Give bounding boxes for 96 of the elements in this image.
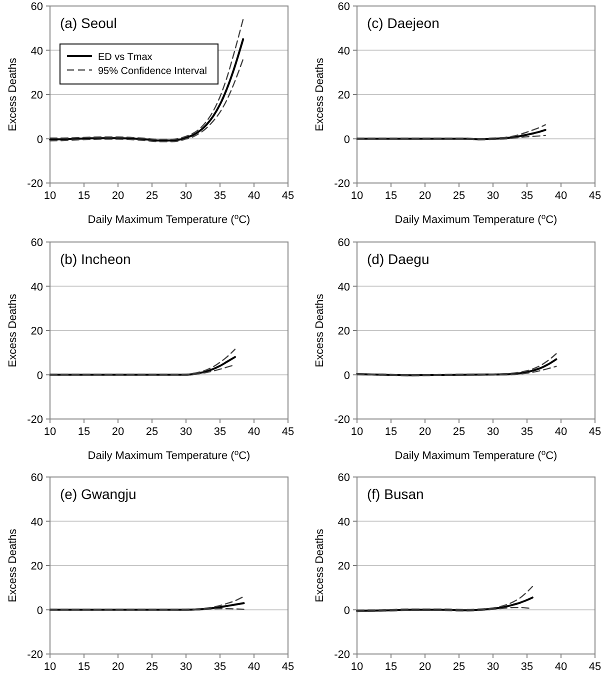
x-tick-label: 30 xyxy=(180,190,192,202)
text: (b) Incheon xyxy=(60,251,131,267)
x-tick-label: 30 xyxy=(180,426,192,438)
x-tick-label: 40 xyxy=(248,190,260,202)
y-tick-label: 40 xyxy=(338,281,350,294)
x-tick-label: 30 xyxy=(486,661,500,673)
x-tick-label: 20 xyxy=(112,661,124,673)
y-axis-title: Excess Deaths xyxy=(7,528,19,602)
x-tick-label: 15 xyxy=(384,661,398,673)
y-tick-label: 20 xyxy=(338,560,350,572)
x-tick-label: 45 xyxy=(588,190,602,202)
x-tick-label: 45 xyxy=(282,661,294,673)
x-tick-label: 25 xyxy=(146,661,158,673)
y-tick-label: 20 xyxy=(30,560,43,572)
y-tick-label: 0 xyxy=(344,604,350,617)
x-tick-label: 40 xyxy=(554,190,568,202)
y-tick-label: 40 xyxy=(338,45,350,58)
x-tick-label: 40 xyxy=(554,661,568,673)
y-axis-title: Excess Deaths xyxy=(7,57,19,132)
x-tick-label: 20 xyxy=(418,661,432,673)
y-tick-label: 0 xyxy=(36,134,43,146)
x-tick-label: 20 xyxy=(112,190,124,202)
y-tick-label: 0 xyxy=(36,604,43,617)
y-tick-label: -20 xyxy=(334,178,350,190)
y-tick-label: 20 xyxy=(338,90,350,102)
x-tick-label: 40 xyxy=(248,426,260,438)
x-tick-label: 10 xyxy=(44,661,56,673)
x-tick-label: 15 xyxy=(78,661,90,673)
text: (c) Daejeon xyxy=(367,15,440,31)
x-axis-title: Daily Maximum Temperature ($^{o}$C) xyxy=(394,212,558,226)
x-tick-label: 30 xyxy=(486,190,500,202)
x-tick-label: 10 xyxy=(350,190,364,202)
x-tick-label: 25 xyxy=(452,190,466,202)
y-tick-label: 60 xyxy=(338,237,350,249)
x-tick-label: 10 xyxy=(44,190,56,202)
x-tick-label: 30 xyxy=(180,661,192,673)
x-tick-label: 45 xyxy=(588,426,602,438)
x-tick-label: 35 xyxy=(214,426,226,438)
y-tick-label: 0 xyxy=(344,134,350,146)
x-tick-label: 45 xyxy=(282,190,294,202)
x-tick-label: 35 xyxy=(520,190,534,202)
x-tick-label: 30 xyxy=(486,426,500,438)
text: (f) Busan xyxy=(367,486,424,502)
y-tick-label: 20 xyxy=(30,326,43,338)
y-tick-label: -20 xyxy=(27,649,43,661)
x-axis-title: Daily Maximum Temperature ($^{o}$C) xyxy=(88,448,250,462)
legend-label: 95% Confidence Interval xyxy=(98,66,207,77)
x-tick-label: 35 xyxy=(520,661,534,673)
y-axis-title: Excess Deaths xyxy=(314,57,326,132)
x-axis-title: Daily Maximum Temperature ($^{o}$C) xyxy=(88,212,250,226)
x-tick-label: 45 xyxy=(282,426,294,438)
y-tick-label: -20 xyxy=(27,414,43,426)
y-axis-title: Excess Deaths xyxy=(314,293,326,368)
x-tick-label: 20 xyxy=(418,190,432,202)
y-tick-label: 60 xyxy=(30,1,43,13)
y-axis-title: Excess Deaths xyxy=(314,528,326,602)
x-tick-label: 20 xyxy=(418,426,432,438)
text: (d) Daegu xyxy=(367,251,430,267)
x-tick-label: 35 xyxy=(214,661,226,673)
y-tick-label: 60 xyxy=(30,237,43,249)
x-tick-label: 45 xyxy=(588,661,602,673)
x-tick-label: 20 xyxy=(112,426,124,438)
x-tick-label: 15 xyxy=(384,426,398,438)
x-tick-label: 15 xyxy=(78,190,90,202)
x-tick-label: 40 xyxy=(248,661,260,673)
y-tick-label: 0 xyxy=(344,370,350,382)
y-tick-label: 40 xyxy=(30,516,43,528)
y-tick-label: 20 xyxy=(30,90,43,102)
y-tick-label: 60 xyxy=(338,472,350,484)
y-tick-label: 40 xyxy=(338,516,350,528)
x-tick-label: 15 xyxy=(78,426,90,438)
x-tick-label: 35 xyxy=(520,426,534,438)
legend-label: ED vs Tmax xyxy=(98,52,152,63)
y-tick-label: 0 xyxy=(36,370,43,382)
y-axis-title: Excess Deaths xyxy=(7,293,19,368)
x-axis-title: Daily Maximum Temperature ($^{o}$C) xyxy=(394,448,558,462)
x-tick-label: 35 xyxy=(214,190,226,202)
x-tick-label: 10 xyxy=(350,661,364,673)
x-tick-label: 25 xyxy=(146,190,158,202)
text: (a) Seoul xyxy=(60,15,117,31)
y-tick-label: 40 xyxy=(30,45,43,58)
x-tick-label: 15 xyxy=(384,190,398,202)
x-tick-label: 10 xyxy=(350,426,364,438)
y-tick-label: -20 xyxy=(334,649,350,661)
y-tick-label: -20 xyxy=(27,178,43,190)
y-tick-label: 40 xyxy=(30,281,43,294)
y-tick-label: 60 xyxy=(30,472,43,484)
y-tick-label: -20 xyxy=(334,414,350,426)
x-tick-label: 40 xyxy=(554,426,568,438)
y-tick-label: 60 xyxy=(338,1,350,13)
x-tick-label: 25 xyxy=(452,426,466,438)
text: (e) Gwangju xyxy=(60,486,136,502)
x-tick-label: 10 xyxy=(44,426,56,438)
y-tick-label: 20 xyxy=(338,326,350,338)
x-tick-label: 25 xyxy=(452,661,466,673)
x-tick-label: 25 xyxy=(146,426,158,438)
